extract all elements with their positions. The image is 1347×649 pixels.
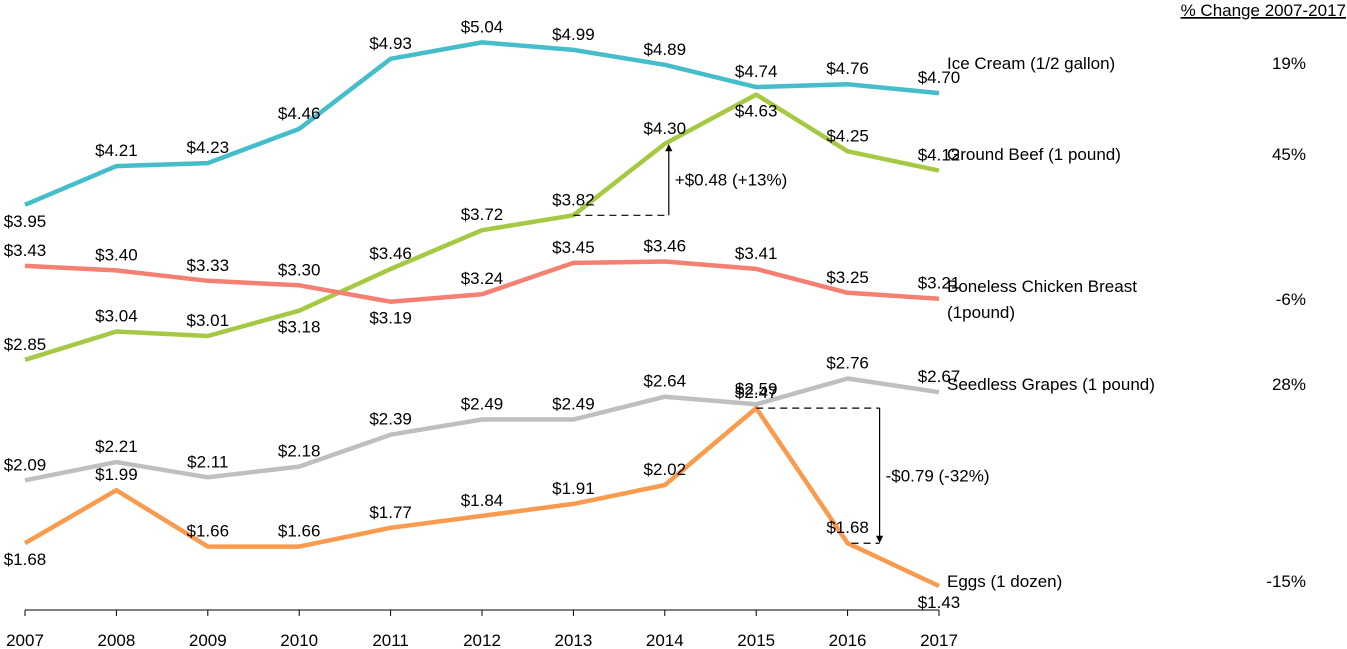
data-label: $4.89 [644, 40, 687, 59]
data-label: $4.30 [644, 119, 687, 138]
data-label: $3.45 [552, 238, 595, 257]
data-label: $2.47 [735, 383, 778, 402]
x-tick-label: 2007 [6, 631, 44, 649]
data-label: $3.18 [278, 318, 321, 337]
data-label: $3.19 [369, 309, 412, 328]
data-label: $3.46 [369, 244, 412, 263]
series-name-seedless-grapes-1-pound: Seedless Grapes (1 pound) [947, 375, 1155, 394]
data-label: $4.21 [95, 141, 138, 160]
data-label: $4.99 [552, 25, 595, 44]
percent-change-eggs-1-dozen: -15% [1266, 572, 1306, 591]
data-label: $2.21 [95, 437, 138, 456]
percent-change-ice-cream-1-2-gallon: 19% [1272, 54, 1306, 73]
data-label: $3.46 [644, 237, 687, 256]
data-label: $3.33 [187, 256, 230, 275]
data-label: $1.66 [187, 522, 230, 541]
series-name-boneless-chicken-breast-line2: (1pound) [947, 303, 1015, 322]
annotation-label: +$0.48 (+13%) [675, 171, 787, 190]
data-label: $2.85 [4, 335, 47, 354]
data-label: $4.93 [369, 34, 412, 53]
series-line-boneless-chicken-breast [24, 259, 940, 304]
data-label: $3.43 [4, 241, 47, 260]
percent-change-boneless-chicken-breast: -6% [1276, 290, 1306, 309]
x-tick-label: 2016 [829, 631, 867, 649]
x-tick-label: 2014 [646, 631, 684, 649]
data-label: $2.49 [552, 395, 595, 414]
series-name-eggs-1-dozen: Eggs (1 dozen) [947, 572, 1062, 591]
x-tick-label: 2009 [189, 631, 227, 649]
data-label: $2.49 [461, 395, 504, 414]
data-label: $4.12 [918, 146, 961, 165]
x-tick-label: 2010 [280, 631, 318, 649]
data-label: $3.01 [187, 311, 230, 330]
data-label: $2.76 [826, 354, 869, 373]
annotation-layer: +$0.48 (+13%) -$0.79 (-32%) [573, 144, 990, 544]
annotation-label: -$0.79 (-32%) [886, 467, 990, 486]
data-label: $3.30 [278, 260, 321, 279]
x-axis: 2007 2008 2009 2010 2011 2012 2013 2014 2015 2016… [6, 609, 958, 649]
x-tick-label: 2012 [463, 631, 501, 649]
data-label: $3.25 [826, 268, 869, 287]
data-label: $2.18 [278, 442, 321, 461]
series-name-ice-cream-1-2-gallon: Ice Cream (1/2 gallon) [947, 54, 1115, 73]
data-label: $2.67 [918, 367, 961, 386]
data-label: $4.23 [187, 138, 230, 157]
data-label: $1.99 [95, 465, 138, 484]
annotation-2: -$0.79 (-32%) [756, 407, 990, 544]
annotation-1: +$0.48 (+13%) [573, 144, 787, 216]
x-tick-label: 2011 [372, 631, 409, 649]
data-label: $3.72 [461, 205, 504, 224]
data-label: $5.04 [461, 17, 504, 36]
data-label: $1.68 [4, 550, 47, 569]
data-label: $2.09 [4, 455, 47, 474]
data-label: $3.21 [918, 274, 961, 293]
data-label: $2.59 [735, 379, 778, 398]
data-label: $3.40 [95, 245, 138, 264]
series-line-ground-beef-1-pound [24, 92, 940, 362]
data-label: $1.43 [918, 593, 961, 612]
data-label: $3.24 [461, 269, 504, 288]
data-label: $4.76 [826, 59, 869, 78]
data-label: $2.39 [369, 410, 412, 429]
data-label: $2.11 [187, 452, 228, 471]
x-tick-label: 2013 [554, 631, 592, 649]
x-tick-label: 2015 [737, 631, 775, 649]
data-label: $4.63 [735, 102, 778, 121]
percent-change-seedless-grapes-1-pound: 28% [1272, 375, 1306, 394]
data-label: $3.95 [4, 212, 47, 231]
data-label: $1.66 [278, 522, 321, 541]
x-tick-label: 2008 [97, 631, 135, 649]
data-label: $1.77 [369, 503, 412, 522]
data-label: $2.64 [644, 372, 687, 391]
series-name-ground-beef-1-pound: Ground Beef (1 pound) [947, 145, 1121, 164]
data-label: $1.68 [826, 518, 869, 537]
data-label: $4.74 [735, 62, 778, 81]
series-line-ice-cream-1-2-gallon [24, 40, 940, 207]
percent-change-header: % Change 2007-2017 [1181, 1, 1346, 20]
x-tick-label: 2017 [920, 631, 958, 649]
series-layer [23, 40, 940, 589]
series-name-boneless-chicken-breast: Boneless Chicken Breast [947, 277, 1137, 296]
data-label: $2.02 [644, 460, 687, 479]
data-label: $3.41 [735, 244, 778, 263]
data-label-layer: $3.95 $4.21 $4.23 $4.46 $4.93 $5.04 $4.99 $4.89… [4, 17, 1306, 612]
data-label: $4.25 [826, 126, 869, 145]
data-label: $1.84 [461, 491, 504, 510]
series-line-seedless-grapes-1-pound [24, 376, 940, 483]
data-label: $1.91 [552, 479, 595, 498]
data-label: $4.46 [278, 104, 321, 123]
data-label: $4.70 [918, 68, 961, 87]
percent-change-ground-beef-1-pound: 45% [1272, 145, 1306, 164]
data-label: $3.04 [95, 307, 138, 326]
data-label: $3.82 [552, 190, 595, 209]
series-line-eggs-1-dozen [23, 405, 940, 589]
